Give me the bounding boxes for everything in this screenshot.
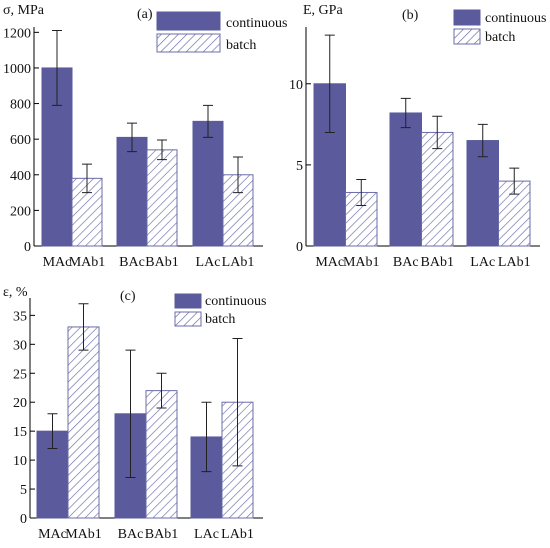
- x-tick-label: MAb1: [343, 255, 380, 270]
- x-tick-label: MAb1: [69, 255, 106, 270]
- bar: [116, 136, 148, 247]
- y-tick-label: 35: [13, 309, 27, 324]
- x-tick-label: BAc: [393, 255, 419, 270]
- x-tick-label: BAb1: [145, 527, 178, 542]
- error-bar: [432, 115, 443, 150]
- legend-label: batch: [485, 30, 515, 45]
- error-bar: [324, 34, 335, 133]
- x-tick-label: MAc: [315, 255, 344, 270]
- legend-swatch: [174, 311, 202, 327]
- y-tick-label: 400: [10, 169, 31, 184]
- error-bar: [203, 104, 213, 138]
- y-tick-label: 25: [13, 367, 27, 382]
- legend-label: continuous: [485, 11, 546, 26]
- legend-label: batch: [205, 312, 235, 327]
- bar: [466, 140, 499, 247]
- error-bar: [233, 156, 243, 194]
- error-bar: [52, 30, 62, 106]
- legend-swatch: [174, 293, 202, 309]
- error-bar: [477, 123, 488, 158]
- y-tick-label: 10: [289, 78, 303, 93]
- x-tick-label: LAb1: [222, 255, 255, 270]
- y-tick-label: 20: [13, 396, 27, 411]
- x-tick-label: MAb1: [65, 527, 102, 542]
- y-tick-label: 200: [10, 204, 31, 219]
- legend-swatch: [156, 11, 221, 31]
- error-bar: [201, 401, 212, 473]
- y-tick-label: 5: [20, 483, 27, 498]
- x-tick-label: BAb1: [145, 255, 178, 270]
- x-tick-label: LAb1: [221, 527, 254, 542]
- legend-label: continuous: [226, 16, 287, 31]
- error-bar: [156, 372, 167, 409]
- bar: [421, 131, 454, 247]
- legend-swatch: [453, 28, 481, 45]
- error-bar: [47, 413, 58, 450]
- error-bar: [356, 178, 367, 206]
- x-tick-label: BAc: [118, 527, 144, 542]
- legend-label: continuous: [205, 294, 266, 309]
- x-tick-label: LAb1: [498, 255, 531, 270]
- y-tick-label: 15: [13, 425, 27, 440]
- legend-swatch: [453, 9, 481, 26]
- y-tick-label: 800: [10, 98, 31, 113]
- x-tick-label: LAc: [196, 255, 221, 270]
- y-tick-label: 1200: [3, 26, 31, 41]
- error-bar: [78, 303, 89, 351]
- bar: [146, 149, 178, 247]
- panel-label: (c): [120, 289, 136, 304]
- y-tick-label: 30: [13, 338, 27, 353]
- panel-label: (a): [137, 7, 153, 22]
- error-bar: [125, 349, 136, 478]
- y-tick-label: 10: [13, 454, 27, 469]
- y-tick-label: 600: [10, 133, 31, 148]
- error-bar: [232, 338, 243, 467]
- error-bar: [82, 163, 92, 194]
- y-axis-label: E, GPa: [303, 3, 343, 18]
- error-bar: [509, 167, 520, 195]
- y-tick-label: 5: [296, 159, 303, 174]
- bar: [192, 120, 224, 247]
- x-tick-label: MAc: [38, 527, 67, 542]
- legend-label: batch: [226, 38, 256, 53]
- error-bar: [127, 122, 137, 153]
- panel-label: (b): [402, 8, 419, 23]
- y-tick-label: 0: [24, 240, 31, 255]
- bar: [389, 112, 422, 247]
- x-tick-label: LAc: [470, 255, 495, 270]
- x-tick-label: BAb1: [421, 255, 454, 270]
- x-tick-label: MAc: [43, 255, 72, 270]
- y-axis-label: σ, MPa: [3, 3, 45, 18]
- error-bar: [157, 139, 167, 161]
- x-tick-label: BAc: [119, 255, 145, 270]
- legend-swatch: [156, 33, 221, 53]
- x-tick-label: LAc: [194, 527, 219, 542]
- y-tick-label: 0: [20, 512, 27, 527]
- error-bar: [400, 97, 411, 129]
- bar: [145, 390, 178, 519]
- y-axis-label: ε, %: [3, 285, 28, 300]
- y-tick-label: 1000: [3, 62, 31, 77]
- y-tick-label: 0: [296, 240, 303, 255]
- bar: [67, 326, 100, 519]
